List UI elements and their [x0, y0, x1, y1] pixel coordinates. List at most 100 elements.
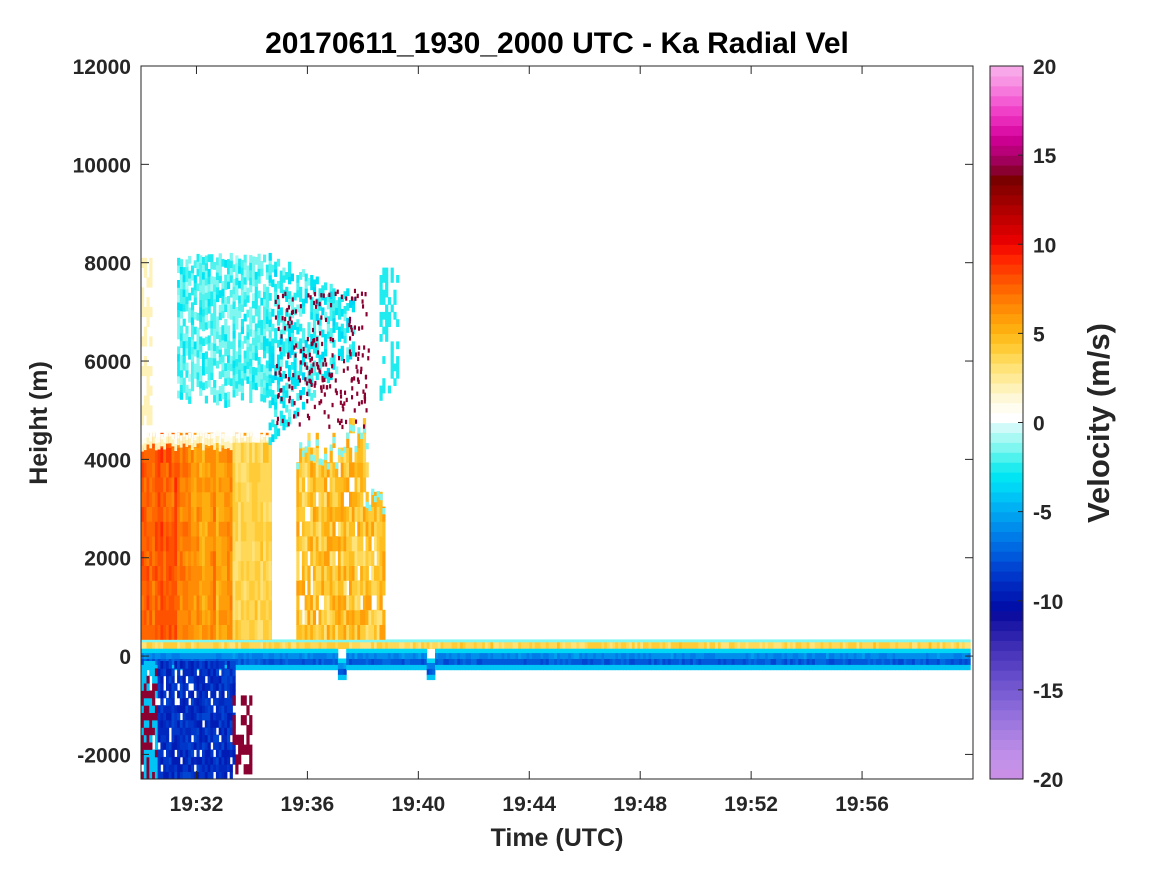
heatmap-cell — [213, 328, 217, 337]
heatmap-cell — [215, 712, 220, 721]
heatmap-cell — [354, 565, 358, 581]
heatmap-cell — [651, 659, 655, 666]
heatmap-cell — [154, 642, 159, 650]
heatmap-cell — [243, 560, 247, 581]
heatmap-cell — [315, 372, 319, 381]
heatmap-cell — [322, 362, 325, 367]
heatmap-cell — [246, 295, 250, 303]
heatmap-cell — [160, 521, 164, 537]
heatmap-cell — [238, 541, 242, 562]
heatmap-cell — [204, 277, 208, 286]
heatmap-cell — [396, 370, 400, 379]
heatmap-cell — [471, 639, 475, 643]
heatmap-cell — [418, 639, 422, 643]
heatmap-cell — [812, 642, 816, 650]
heatmap-cell — [304, 362, 307, 367]
heatmap-cell — [656, 642, 660, 650]
x-tick-label: 19:52 — [724, 793, 778, 816]
heatmap-cell — [168, 749, 172, 758]
heatmap-cell — [306, 391, 309, 396]
heatmap-cell — [265, 264, 269, 273]
heatmap-cell — [168, 506, 172, 522]
heatmap-cell — [282, 348, 286, 357]
heatmap-cell — [593, 653, 597, 660]
heatmap-cell — [374, 642, 378, 650]
heatmap-cell — [246, 560, 250, 581]
heatmap-cell — [446, 642, 450, 650]
heatmap-cell — [257, 327, 261, 336]
colorbar-tick-label: 15 — [1033, 145, 1057, 168]
heatmap-cell — [188, 609, 192, 625]
heatmap-cell — [848, 639, 852, 643]
heatmap-cell — [221, 712, 225, 721]
heatmap-cell — [232, 301, 236, 309]
heatmap-cell — [765, 648, 769, 654]
heatmap-cell — [207, 727, 211, 736]
heatmap-cell — [285, 382, 289, 391]
heatmap-cell — [690, 653, 694, 660]
heatmap-cell — [728, 653, 733, 660]
heatmap-cell — [551, 664, 555, 671]
heatmap-cell — [177, 257, 181, 266]
heatmap-cell — [412, 659, 416, 666]
heatmap-cell — [554, 639, 558, 643]
heatmap-cell — [379, 493, 383, 501]
heatmap-cell — [202, 734, 206, 743]
heatmap-cell — [257, 357, 261, 365]
heatmap-cell — [385, 653, 389, 660]
heatmap-cell — [559, 639, 563, 643]
heatmap-cell — [207, 438, 211, 446]
heatmap-cell — [243, 695, 247, 706]
heatmap-cell — [945, 648, 949, 654]
heatmap-cell — [229, 289, 233, 298]
heatmap-cell — [318, 458, 322, 465]
heatmap-cell — [343, 639, 347, 643]
heatmap-cell — [193, 297, 197, 305]
heatmap-cell — [274, 283, 278, 292]
heatmap-cell — [328, 372, 331, 377]
heatmap-cell — [931, 664, 935, 671]
heatmap-cell — [163, 609, 167, 625]
heatmap-cell — [240, 318, 244, 327]
heatmap-cell — [356, 293, 359, 299]
heatmap-cell — [141, 550, 145, 566]
heatmap-cell — [307, 293, 310, 298]
heatmap-cell — [199, 661, 203, 669]
heatmap-cell — [374, 565, 378, 581]
colorbar-segment — [990, 234, 1023, 245]
heatmap-cell — [709, 664, 713, 671]
heatmap-cell — [950, 648, 954, 654]
heatmap-cell — [362, 477, 367, 493]
heatmap-cell — [254, 659, 258, 666]
heatmap-cell — [326, 294, 330, 302]
heatmap-cell — [166, 595, 170, 611]
heatmap-cell — [146, 749, 150, 758]
heatmap-cell — [457, 653, 461, 660]
heatmap-cell — [254, 619, 258, 640]
heatmap-cell — [196, 749, 200, 758]
heatmap-cell — [235, 664, 239, 671]
heatmap-cell — [595, 659, 599, 666]
heatmap-cell — [182, 771, 186, 779]
heatmap-cell — [210, 283, 214, 292]
heatmap-cell — [240, 282, 244, 290]
heatmap-cell — [143, 437, 147, 444]
heatmap-cell — [229, 550, 233, 566]
heatmap-cell — [288, 639, 292, 643]
heatmap-cell — [354, 477, 358, 493]
heatmap-cell — [141, 664, 145, 671]
heatmap-cell — [734, 639, 738, 643]
heatmap-cell — [401, 664, 405, 671]
heatmap-cell — [190, 595, 195, 611]
heatmap-cell — [349, 565, 353, 581]
heatmap-cell — [238, 639, 242, 643]
heatmap-cell — [842, 653, 846, 660]
heatmap-cell — [179, 392, 183, 400]
heatmap-cell — [315, 447, 319, 463]
heatmap-cell — [310, 624, 314, 640]
heatmap-cell — [182, 653, 186, 660]
heatmap-cell — [307, 580, 311, 596]
heatmap-cell — [149, 521, 153, 537]
heatmap-cell — [340, 308, 344, 317]
heatmap-cell — [174, 683, 178, 691]
